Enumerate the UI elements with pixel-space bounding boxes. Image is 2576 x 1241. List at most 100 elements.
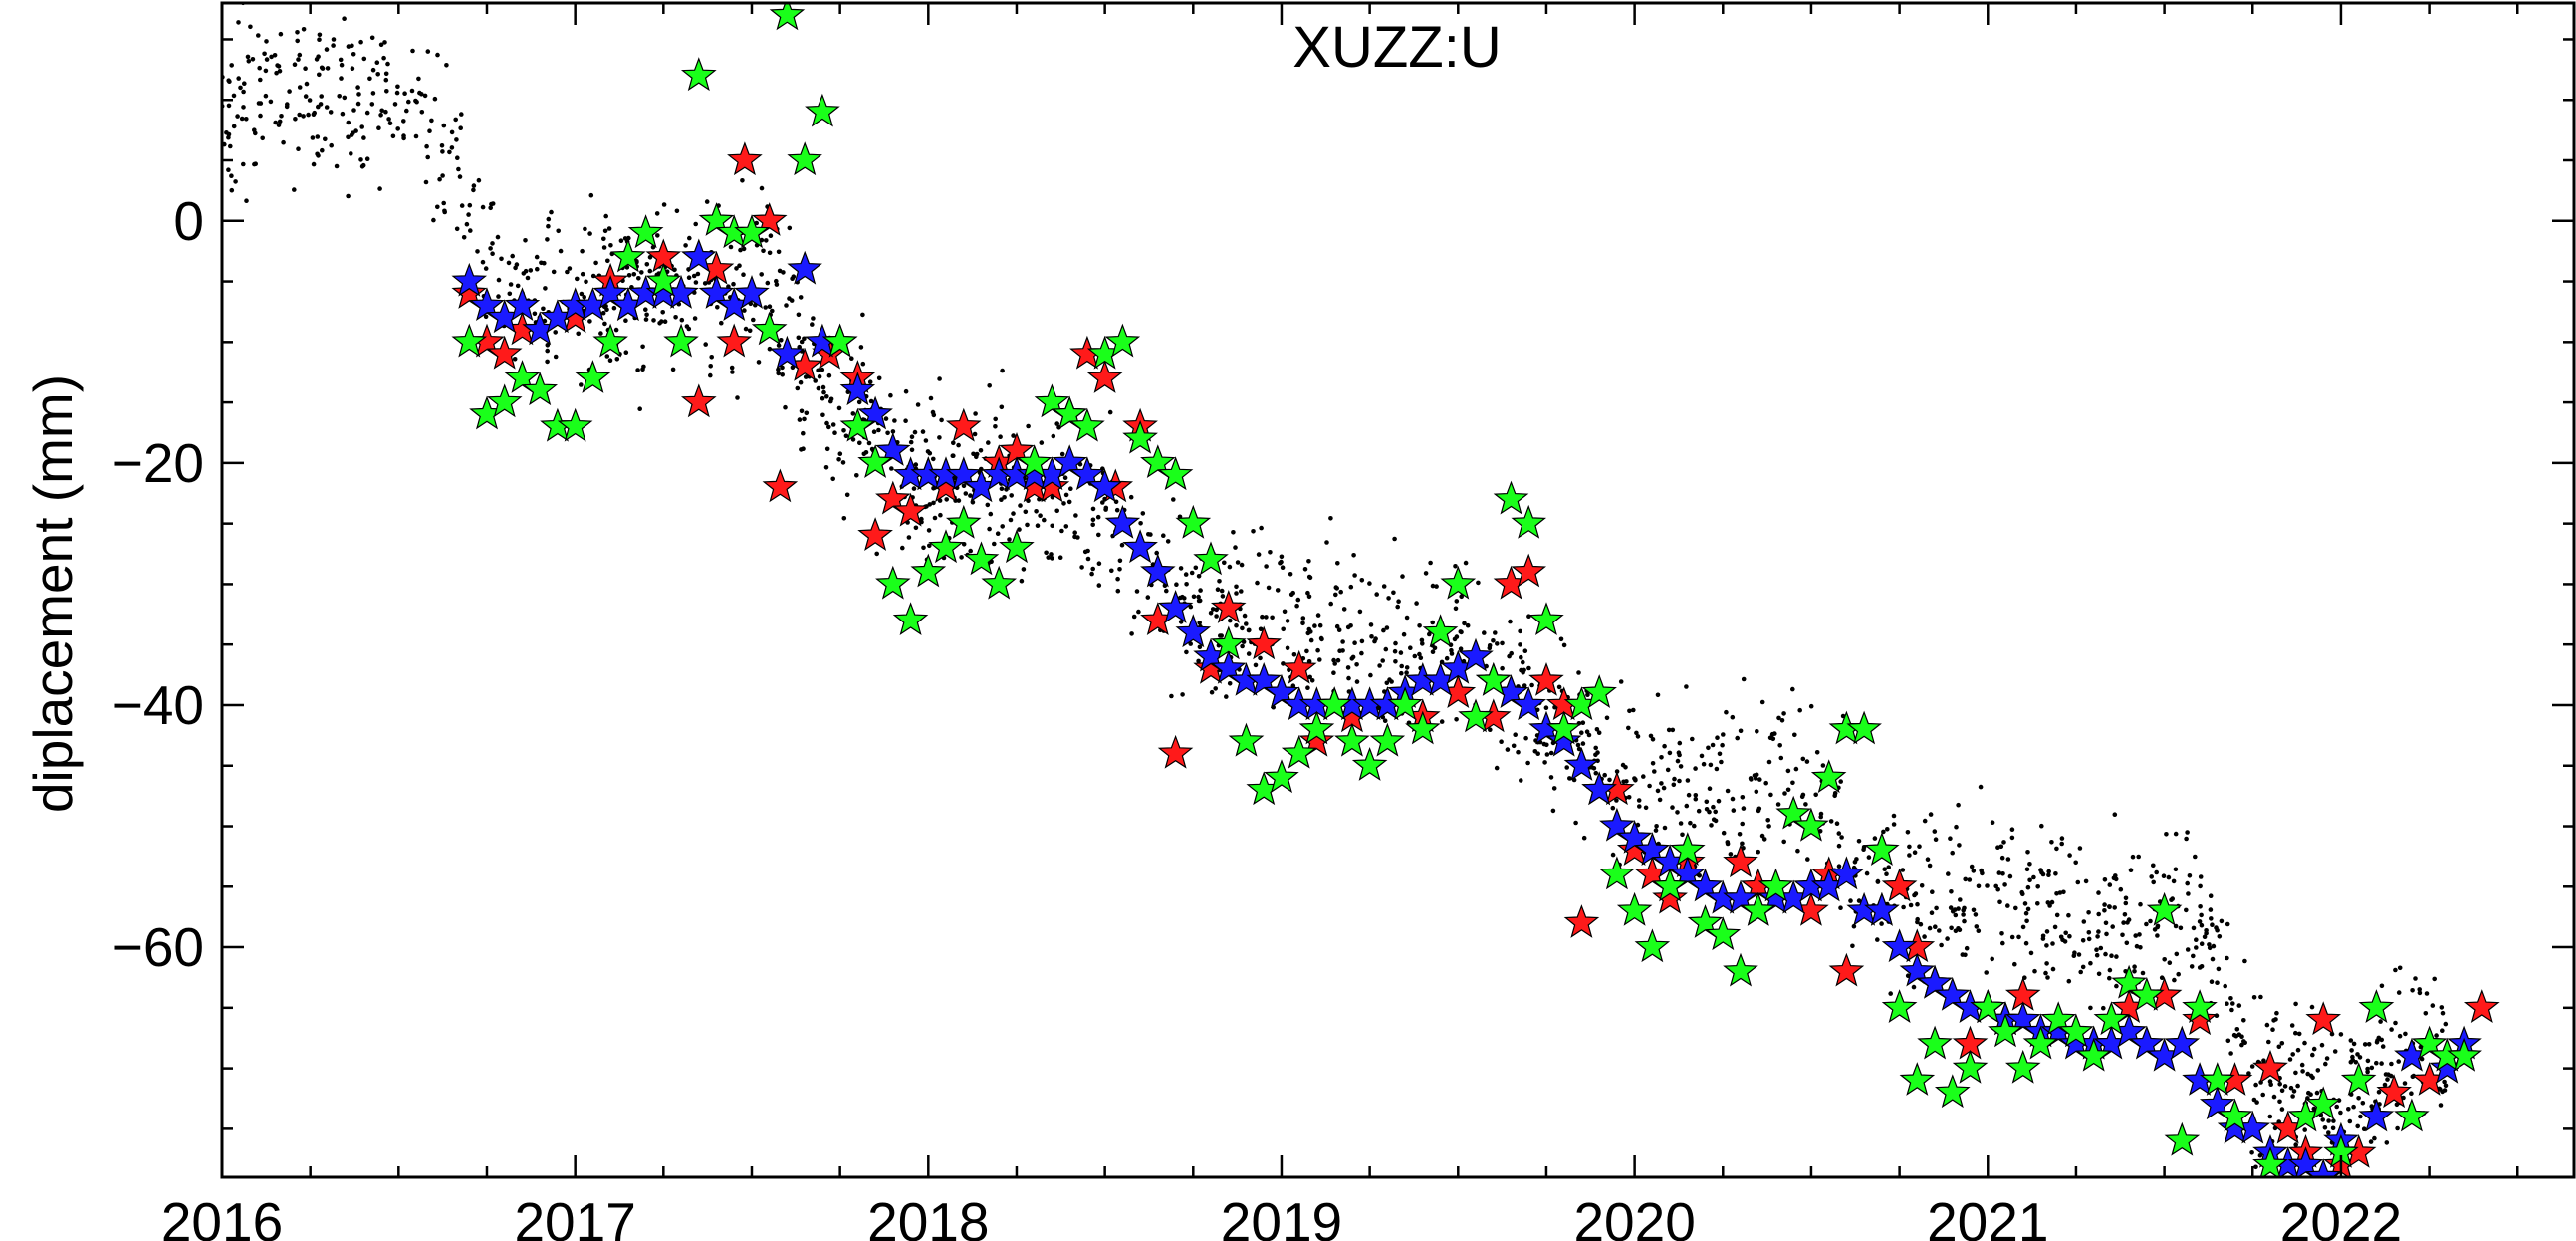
data-dot bbox=[2053, 871, 2058, 876]
data-dot bbox=[226, 103, 232, 109]
data-dot bbox=[1430, 583, 1436, 589]
data-dot bbox=[2276, 1044, 2282, 1050]
data-dot bbox=[1007, 537, 1012, 542]
data-dot bbox=[303, 66, 308, 71]
data-dot bbox=[791, 274, 797, 280]
data-dot bbox=[626, 273, 632, 278]
data-dot bbox=[1401, 631, 1407, 637]
star-marker bbox=[945, 504, 982, 539]
data-dot bbox=[2023, 910, 2029, 916]
data-dot bbox=[1494, 765, 1500, 771]
data-dot bbox=[2413, 976, 2418, 981]
data-dot bbox=[350, 43, 354, 49]
data-dot bbox=[2368, 1139, 2374, 1144]
data-dot bbox=[392, 102, 398, 107]
data-dot bbox=[296, 146, 301, 151]
data-dot bbox=[784, 303, 789, 308]
data-dot bbox=[1709, 823, 1714, 828]
data-dot bbox=[2083, 878, 2089, 884]
data-dot bbox=[2040, 936, 2046, 941]
data-dot bbox=[820, 395, 825, 401]
star-marker bbox=[751, 202, 788, 236]
data-dot bbox=[1925, 857, 1931, 862]
star-marker bbox=[1723, 844, 1758, 878]
data-dot bbox=[1482, 630, 1487, 635]
data-dot bbox=[350, 66, 355, 71]
data-dot bbox=[1214, 607, 1219, 613]
data-dot bbox=[1462, 620, 1467, 626]
data-dot bbox=[307, 98, 313, 103]
data-dot bbox=[2000, 940, 2005, 946]
data-dot bbox=[874, 551, 879, 557]
data-dot bbox=[507, 291, 513, 297]
data-dot bbox=[2324, 1056, 2330, 1061]
star-marker bbox=[2199, 1062, 2235, 1096]
data-dot bbox=[1266, 585, 1272, 591]
star-marker bbox=[1723, 879, 1758, 914]
data-dot bbox=[337, 94, 343, 99]
data-dot bbox=[378, 113, 383, 118]
star-marker bbox=[680, 238, 717, 273]
data-dot bbox=[2380, 1044, 2386, 1049]
data-dot bbox=[2228, 1051, 2233, 1056]
data-dot bbox=[2086, 910, 2091, 915]
data-dot bbox=[545, 348, 550, 354]
data-dot bbox=[1023, 509, 1029, 515]
data-dot bbox=[1805, 857, 1810, 862]
data-dot bbox=[495, 234, 501, 240]
data-dot bbox=[1704, 807, 1710, 812]
data-dot bbox=[1196, 574, 1202, 579]
star-marker bbox=[1122, 419, 1158, 454]
data-dot bbox=[876, 375, 882, 381]
data-dot bbox=[1766, 759, 1772, 765]
data-dot bbox=[1128, 494, 1134, 500]
data-dot bbox=[1418, 655, 1424, 660]
data-dot bbox=[1884, 871, 1889, 876]
data-dot bbox=[535, 266, 540, 272]
data-dot bbox=[993, 416, 998, 422]
star-marker bbox=[839, 372, 876, 406]
data-dot bbox=[2071, 953, 2077, 958]
data-dot bbox=[1740, 841, 1745, 847]
data-dot bbox=[844, 492, 850, 498]
data-dot bbox=[2054, 846, 2059, 852]
data-dot bbox=[2239, 1042, 2244, 1048]
data-dot bbox=[2309, 1004, 2315, 1010]
data-dot bbox=[402, 91, 407, 96]
data-dot bbox=[1219, 633, 1224, 638]
data-dot bbox=[1662, 825, 1668, 831]
data-dot bbox=[1463, 560, 1469, 566]
data-dot bbox=[1275, 588, 1281, 593]
data-dot bbox=[1392, 648, 1398, 654]
data-dot bbox=[1956, 802, 1961, 808]
data-dot bbox=[860, 312, 865, 318]
data-dot bbox=[820, 384, 826, 390]
data-dot bbox=[1340, 648, 1345, 653]
data-dot bbox=[715, 305, 720, 310]
data-dot bbox=[314, 57, 320, 62]
data-dot bbox=[226, 131, 232, 137]
data-dot bbox=[301, 27, 307, 32]
data-dot bbox=[1711, 817, 1717, 822]
data-dot bbox=[1740, 795, 1746, 800]
star-marker bbox=[451, 262, 488, 297]
data-dot bbox=[580, 248, 585, 254]
data-dot bbox=[798, 295, 804, 300]
data-dot bbox=[1085, 556, 1091, 562]
data-dot bbox=[1183, 572, 1189, 577]
data-dot bbox=[2123, 895, 2129, 901]
data-dot bbox=[244, 198, 249, 203]
data-dot bbox=[730, 370, 735, 374]
data-dot bbox=[931, 456, 936, 462]
data-dot bbox=[2225, 955, 2229, 961]
data-dot bbox=[1244, 621, 1249, 626]
data-dot bbox=[2193, 854, 2198, 860]
data-dot bbox=[920, 429, 926, 434]
data-dot bbox=[2013, 905, 2018, 911]
data-dot bbox=[324, 47, 330, 52]
star-marker bbox=[1652, 879, 1688, 914]
data-dot bbox=[978, 448, 984, 453]
data-dot bbox=[2351, 1041, 2357, 1047]
data-dot bbox=[1454, 634, 1460, 639]
data-dot bbox=[383, 109, 388, 115]
